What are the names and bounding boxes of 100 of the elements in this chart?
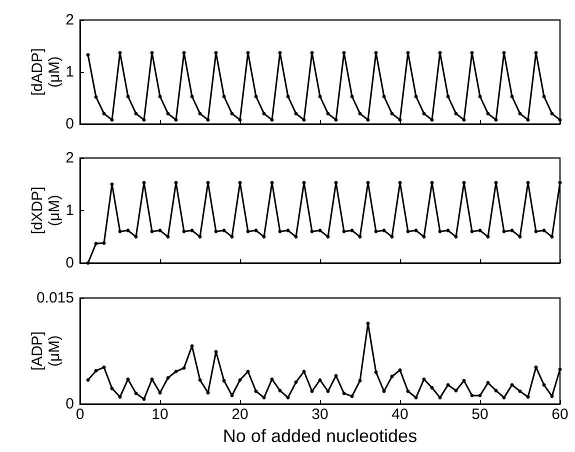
point bbox=[422, 112, 426, 116]
point bbox=[462, 378, 466, 382]
y-axis-title: [dADP] (μM) bbox=[29, 48, 63, 96]
point bbox=[406, 390, 410, 394]
point bbox=[486, 381, 490, 385]
point bbox=[334, 118, 338, 122]
point bbox=[374, 370, 378, 374]
point bbox=[110, 182, 114, 186]
y-tick-label: 0.015 bbox=[36, 290, 74, 306]
point bbox=[286, 396, 290, 400]
x-tick-label: 20 bbox=[232, 406, 248, 423]
point bbox=[366, 118, 370, 122]
point bbox=[494, 180, 498, 184]
point bbox=[438, 396, 442, 400]
point bbox=[294, 112, 298, 116]
point bbox=[558, 180, 562, 184]
point bbox=[334, 374, 338, 378]
point bbox=[246, 51, 250, 55]
point bbox=[206, 118, 210, 122]
point bbox=[262, 112, 266, 116]
point bbox=[174, 180, 178, 184]
y-axis-title: [dXDP] (μM) bbox=[29, 186, 63, 234]
point bbox=[422, 235, 426, 238]
point bbox=[110, 118, 114, 122]
point bbox=[302, 118, 306, 122]
point bbox=[294, 235, 298, 238]
point bbox=[158, 390, 162, 394]
y-tick-label: 0 bbox=[66, 116, 74, 132]
x-tick-label: 10 bbox=[152, 406, 168, 423]
point bbox=[342, 51, 346, 55]
y-tick-label: 2 bbox=[66, 12, 74, 28]
y-tick-label: 1 bbox=[66, 202, 74, 219]
point bbox=[454, 235, 458, 238]
point bbox=[486, 235, 490, 238]
point bbox=[358, 378, 362, 382]
point bbox=[502, 51, 506, 55]
point bbox=[142, 180, 146, 184]
point bbox=[134, 235, 138, 238]
point bbox=[166, 235, 170, 238]
point bbox=[262, 396, 266, 400]
point bbox=[198, 112, 202, 116]
point bbox=[238, 118, 242, 122]
point bbox=[166, 376, 170, 380]
point bbox=[414, 396, 418, 400]
point bbox=[102, 112, 106, 116]
point bbox=[102, 366, 106, 369]
point bbox=[430, 180, 434, 184]
point bbox=[214, 51, 218, 55]
point bbox=[502, 396, 506, 400]
point bbox=[526, 180, 530, 184]
point bbox=[462, 118, 466, 122]
point bbox=[526, 118, 530, 122]
point bbox=[558, 118, 562, 122]
point bbox=[150, 51, 154, 55]
point bbox=[118, 51, 122, 55]
point bbox=[206, 180, 210, 184]
point bbox=[326, 112, 330, 116]
point bbox=[214, 350, 218, 354]
point bbox=[390, 235, 394, 238]
x-axis-title: No of added nucleotides bbox=[222, 426, 418, 446]
point bbox=[326, 235, 330, 238]
point bbox=[230, 112, 234, 116]
point bbox=[422, 378, 426, 382]
point bbox=[254, 390, 258, 394]
point bbox=[198, 235, 202, 238]
point bbox=[518, 390, 522, 394]
x-tick-label: 60 bbox=[552, 406, 568, 423]
point bbox=[350, 394, 354, 398]
point bbox=[134, 392, 138, 396]
y-tick-label: 2 bbox=[66, 150, 74, 166]
point bbox=[358, 235, 362, 238]
point bbox=[142, 118, 146, 122]
point bbox=[438, 51, 442, 55]
y-tick-label: 0 bbox=[66, 396, 74, 412]
point bbox=[270, 118, 274, 122]
point bbox=[534, 366, 538, 369]
point bbox=[430, 118, 434, 122]
point bbox=[134, 112, 138, 116]
point bbox=[494, 118, 498, 122]
point bbox=[262, 235, 266, 238]
point bbox=[166, 112, 170, 116]
point bbox=[398, 180, 402, 184]
x-tick-label: 40 bbox=[392, 406, 408, 423]
point bbox=[310, 51, 314, 55]
y-tick-label: 0 bbox=[66, 254, 74, 272]
point bbox=[382, 390, 386, 394]
point bbox=[238, 180, 242, 184]
point bbox=[406, 51, 410, 55]
point bbox=[86, 53, 90, 57]
x-tick-label: 50 bbox=[472, 406, 488, 423]
point bbox=[550, 235, 554, 238]
point bbox=[462, 180, 466, 184]
point bbox=[534, 51, 538, 55]
point bbox=[222, 378, 226, 382]
point bbox=[342, 392, 346, 396]
point bbox=[518, 112, 522, 116]
point bbox=[398, 118, 402, 122]
x-tick-label: 30 bbox=[312, 406, 328, 423]
point bbox=[94, 369, 98, 373]
point bbox=[206, 390, 210, 394]
